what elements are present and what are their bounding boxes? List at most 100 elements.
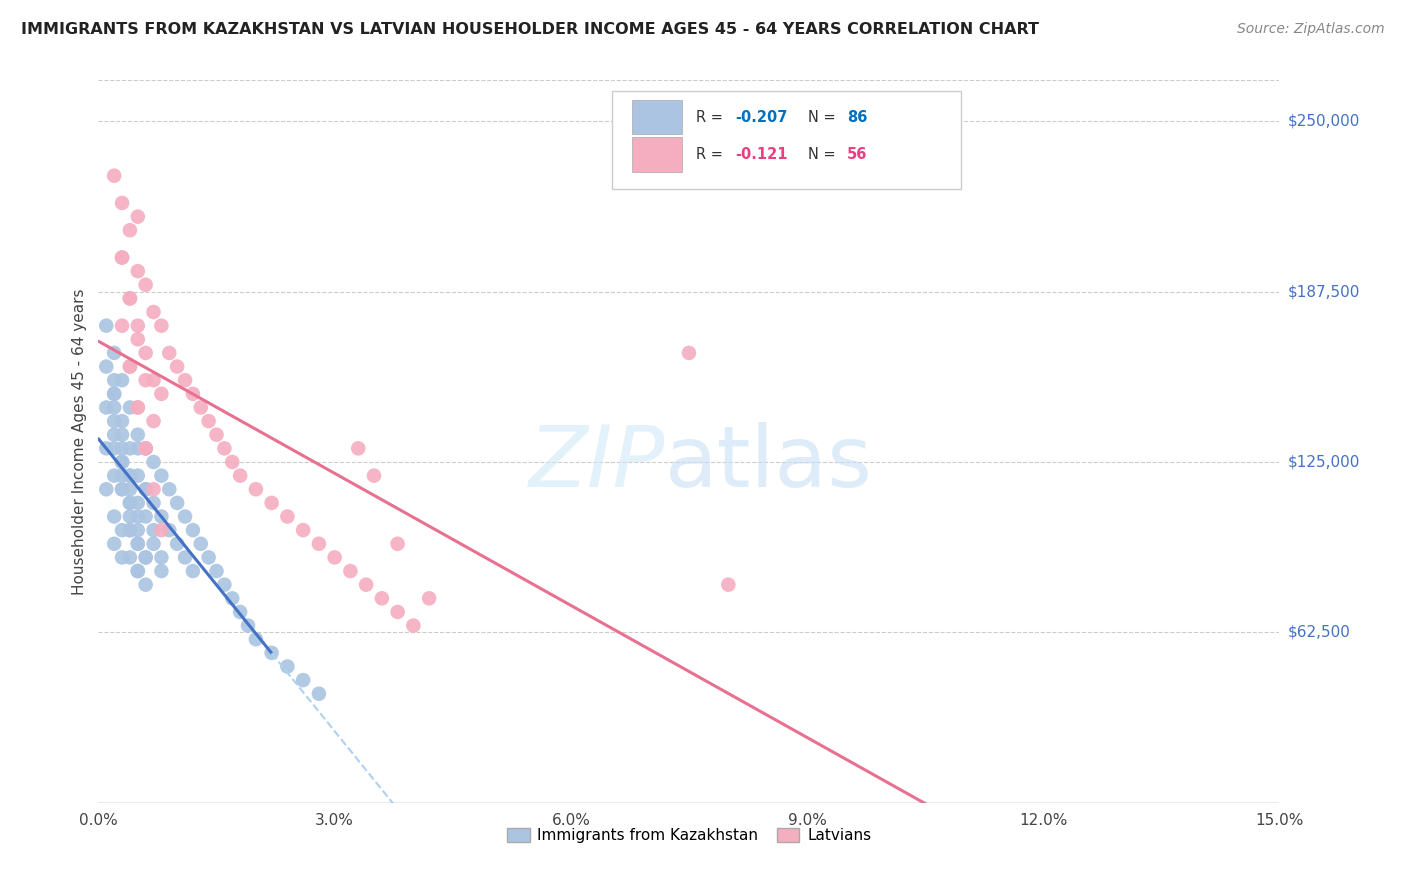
Text: Source: ZipAtlas.com: Source: ZipAtlas.com xyxy=(1237,22,1385,37)
Point xyxy=(103,401,125,415)
Point xyxy=(111,455,134,469)
Point xyxy=(111,550,134,565)
Point xyxy=(111,482,134,496)
Point xyxy=(157,523,180,537)
Point xyxy=(135,442,157,456)
Point xyxy=(118,468,141,483)
Point xyxy=(103,169,125,183)
Point xyxy=(205,427,228,442)
Point xyxy=(96,318,118,333)
Text: R =: R = xyxy=(696,147,733,162)
Point xyxy=(103,414,125,428)
Text: ZIP: ZIP xyxy=(529,422,665,505)
Point xyxy=(103,387,125,401)
Point xyxy=(111,455,134,469)
Point xyxy=(111,427,134,442)
Point xyxy=(717,577,740,591)
Point xyxy=(181,523,204,537)
Point xyxy=(214,442,236,456)
Point xyxy=(127,401,149,415)
Text: $125,000: $125,000 xyxy=(1288,455,1360,469)
Point xyxy=(111,318,134,333)
Point xyxy=(127,332,149,346)
Point xyxy=(111,523,134,537)
Point xyxy=(111,455,134,469)
Point xyxy=(150,318,173,333)
Point xyxy=(127,564,149,578)
Point xyxy=(103,427,125,442)
Point xyxy=(96,401,118,415)
Point xyxy=(276,659,298,673)
Point xyxy=(142,523,165,537)
Point xyxy=(96,359,118,374)
Point xyxy=(111,251,134,265)
Point xyxy=(166,359,188,374)
Point xyxy=(150,523,173,537)
Point xyxy=(135,482,157,496)
Point xyxy=(276,509,298,524)
Point xyxy=(118,523,141,537)
Text: -0.207: -0.207 xyxy=(735,110,787,125)
Text: atlas: atlas xyxy=(665,422,873,505)
Point xyxy=(96,482,118,496)
Point xyxy=(135,577,157,591)
Point xyxy=(135,373,157,387)
Point xyxy=(292,523,315,537)
Point xyxy=(181,387,204,401)
Point xyxy=(118,496,141,510)
Point xyxy=(221,455,243,469)
Point xyxy=(157,482,180,496)
Point xyxy=(371,591,394,606)
Point xyxy=(135,550,157,565)
Point xyxy=(150,387,173,401)
Point xyxy=(229,468,252,483)
Point xyxy=(111,373,134,387)
Point xyxy=(127,442,149,456)
Point xyxy=(111,468,134,483)
Point xyxy=(166,496,188,510)
Point xyxy=(103,373,125,387)
Text: R =: R = xyxy=(696,110,727,125)
Text: 86: 86 xyxy=(848,110,868,125)
Point xyxy=(308,537,330,551)
Point xyxy=(103,442,125,456)
Point xyxy=(118,292,141,306)
Point xyxy=(127,564,149,578)
Point xyxy=(354,577,377,591)
Point xyxy=(118,523,141,537)
Point xyxy=(127,523,149,537)
Point xyxy=(157,346,180,360)
Point xyxy=(292,673,315,687)
Point xyxy=(127,427,149,442)
Point xyxy=(127,401,149,415)
Point xyxy=(181,564,204,578)
Point xyxy=(103,509,125,524)
Point xyxy=(103,387,125,401)
Point xyxy=(118,496,141,510)
Point xyxy=(103,346,125,360)
Y-axis label: Householder Income Ages 45 - 64 years: Householder Income Ages 45 - 64 years xyxy=(72,288,87,595)
Point xyxy=(135,277,157,292)
Point xyxy=(142,482,165,496)
Point xyxy=(135,346,157,360)
Point xyxy=(127,537,149,551)
Point xyxy=(363,468,385,483)
Point xyxy=(678,346,700,360)
Point xyxy=(118,359,141,374)
Point xyxy=(135,482,157,496)
Text: $187,500: $187,500 xyxy=(1288,284,1360,299)
Point xyxy=(347,442,370,456)
Point xyxy=(118,442,141,456)
Point xyxy=(174,509,197,524)
Text: 56: 56 xyxy=(848,147,868,162)
Point xyxy=(197,550,219,565)
FancyBboxPatch shape xyxy=(633,137,682,172)
Point xyxy=(142,414,165,428)
Point xyxy=(142,496,165,510)
Point xyxy=(127,210,149,224)
Point xyxy=(229,605,252,619)
Point xyxy=(387,605,409,619)
FancyBboxPatch shape xyxy=(633,100,682,135)
Point xyxy=(127,468,149,483)
Point xyxy=(245,632,267,647)
